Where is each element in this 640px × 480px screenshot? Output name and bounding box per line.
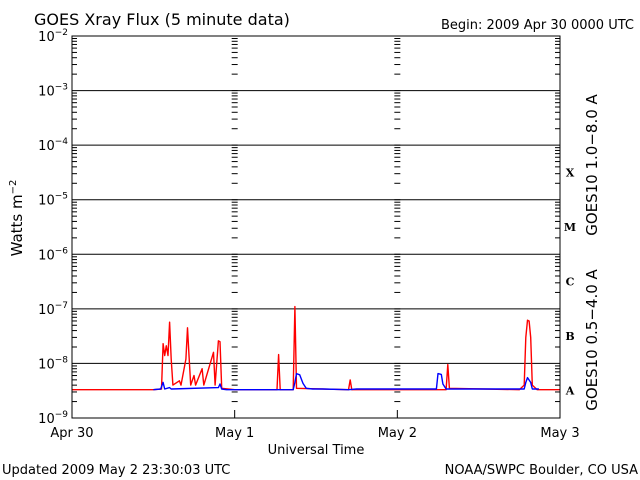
flare-class-label: M	[564, 221, 576, 234]
x-tick-label: May 2	[378, 426, 417, 441]
y-tick-base: 10	[38, 194, 55, 209]
y-tick-base: 10	[38, 139, 55, 154]
series-line-short	[153, 372, 539, 391]
day-divider-ticks	[231, 37, 401, 419]
y-tick-label: 10−5	[38, 192, 68, 209]
y-tick-exponent: −3	[55, 83, 68, 93]
y-tick-base: 10	[38, 30, 55, 45]
y-tick-label: 10−2	[38, 28, 68, 45]
y-tick-label: 10−7	[38, 301, 68, 318]
flare-class-labels: X M C B A	[564, 166, 576, 397]
y-tick-label: 10−6	[38, 246, 68, 263]
y-tick-exponent: −4	[55, 137, 69, 147]
y-tick-base: 10	[38, 85, 55, 100]
y-tick-base: 10	[38, 412, 55, 427]
y-tick-base: 10	[38, 303, 55, 318]
y-tick-exponent: −8	[55, 355, 69, 365]
y-tick-label: 10−8	[38, 355, 68, 372]
y-tick-label: 10−9	[38, 410, 68, 427]
flare-class-label: X	[566, 166, 575, 179]
x-tick-label: Apr 30	[50, 426, 93, 441]
gridlines	[72, 37, 560, 403]
series-line-long	[72, 305, 560, 391]
x-tick-labels: Apr 30 May 1 May 2 May 3	[50, 410, 580, 441]
footer-updated: Updated 2009 May 2 23:30:03 UTC	[2, 463, 230, 478]
x-tick-label: May 3	[540, 426, 579, 441]
footer-source: NOAA/SWPC Boulder, CO USA	[445, 463, 638, 478]
y-tick-label: 10−3	[38, 83, 68, 100]
y-axis-label: Watts m−2	[8, 180, 26, 257]
plot-frame	[71, 35, 561, 419]
y-tick-base: 10	[38, 357, 55, 372]
y-tick-label: 10−4	[38, 137, 68, 154]
y-tick-exponent: −9	[55, 410, 69, 420]
legend-series-long: GOES10 1.0−8.0 A	[583, 93, 601, 235]
flare-class-label: C	[566, 276, 575, 289]
x-tick-label: May 1	[215, 426, 254, 441]
y-axis-label-exponent: −2	[8, 180, 19, 195]
y-tick-exponent: −5	[55, 192, 68, 202]
y-tick-exponent: −6	[55, 246, 69, 256]
y-axis-label-main: Watts m	[8, 194, 26, 256]
y-tick-labels: 10−210−310−410−510−610−710−810−9	[38, 28, 68, 427]
legend-series-short: GOES10 0.5−4.0 A	[583, 268, 601, 410]
x-axis-label: Universal Time	[268, 443, 365, 458]
begin-label: Begin: 2009 Apr 30 0000 UTC	[441, 18, 634, 33]
chart-title: GOES Xray Flux (5 minute data)	[34, 10, 290, 29]
flare-class-label: B	[565, 330, 574, 343]
flare-class-label: A	[565, 385, 575, 398]
data-series	[72, 305, 560, 391]
y-tick-base: 10	[38, 248, 55, 263]
y-tick-exponent: −7	[55, 301, 68, 311]
y-tick-exponent: −2	[55, 28, 68, 38]
